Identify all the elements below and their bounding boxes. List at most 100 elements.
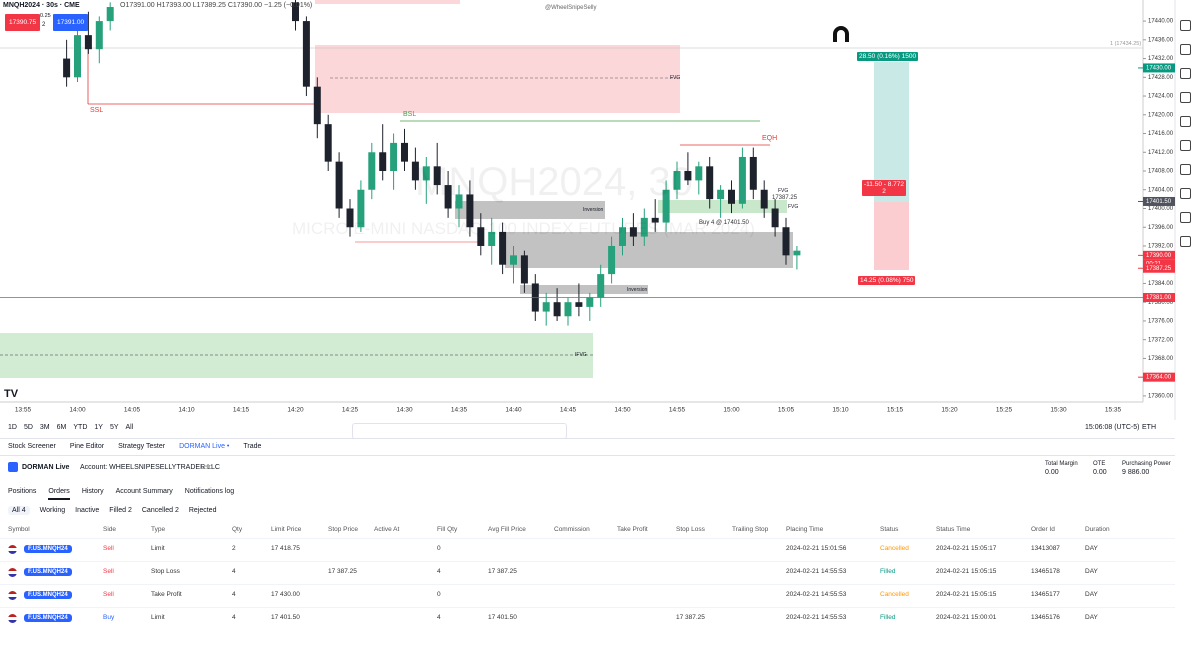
candle-body <box>324 124 332 162</box>
price-badge <box>1143 293 1175 303</box>
cell-stop-loss: 17 387.25 <box>676 614 705 621</box>
sub-tab[interactable]: Orders <box>48 488 70 500</box>
x-tick-label: 14:45 <box>560 407 577 414</box>
range-button[interactable]: 1D <box>8 424 17 431</box>
panel-tab[interactable]: Trade <box>243 443 262 450</box>
buy-button[interactable]: 17391.00 <box>53 14 89 31</box>
y-tick-label: 17400.00 <box>1148 206 1174 212</box>
x-tick-label: 15:35 <box>1105 407 1122 414</box>
account[interactable]: Account: WHEELSNIPESELLYTRADER LLC <box>80 464 220 471</box>
zone <box>658 200 787 213</box>
candle-body <box>84 35 92 50</box>
column-header[interactable]: Stop Loss <box>676 526 705 533</box>
sub-tab[interactable]: History <box>81 488 104 495</box>
drawing-toolbar[interactable] <box>352 423 567 439</box>
range-button[interactable]: YTD <box>73 424 88 431</box>
filter[interactable]: Rejected <box>188 507 217 514</box>
y-tick-label: 17408.00 <box>1148 169 1174 175</box>
candle-body <box>357 189 365 228</box>
flag <box>8 568 17 577</box>
zone <box>505 232 793 268</box>
price-badge <box>1143 63 1175 73</box>
column-header[interactable]: Symbol <box>8 526 30 533</box>
price-badge <box>1143 196 1175 206</box>
cell-duration: DAY <box>1085 545 1098 552</box>
candle-body <box>728 189 735 204</box>
y-tick-label: 17380.00 <box>1148 300 1174 306</box>
icon[interactable] <box>1180 236 1191 247</box>
range-button[interactable]: 3M <box>39 424 50 431</box>
range-button[interactable]: 5Y <box>109 424 119 431</box>
column-header[interactable]: Avg Fill Price <box>488 526 526 533</box>
column-header[interactable]: Duration <box>1085 526 1110 533</box>
column-header[interactable]: Fill Qty <box>437 526 458 533</box>
column-header[interactable]: Limit Price <box>271 526 302 533</box>
cell-status-time: 2024-02-21 15:05:15 <box>936 568 997 575</box>
column-header[interactable]: Status <box>880 526 899 533</box>
cell-symbol: F.US.MNQH24 <box>24 591 72 599</box>
right-toolbar <box>1180 20 1191 247</box>
cell-placing-time: 2024-02-21 15:01:56 <box>786 545 847 552</box>
icon[interactable] <box>1180 164 1191 175</box>
icon[interactable] <box>1180 20 1191 31</box>
price-badge-label: 17381.00 <box>1146 295 1172 301</box>
risk-text: 2 <box>882 188 886 195</box>
column-header[interactable]: Order Id <box>1031 526 1055 533</box>
icon[interactable] <box>1180 212 1191 223</box>
range-button[interactable]: 1Y <box>94 424 103 431</box>
zone <box>520 285 648 294</box>
column-header[interactable]: Trailing Stop <box>732 526 769 533</box>
column-header[interactable]: Status Time <box>936 526 971 533</box>
x-tick-label: 14:00 <box>69 407 86 414</box>
candle-body <box>706 166 714 200</box>
candle-body <box>455 194 463 209</box>
filter[interactable]: Inactive <box>75 507 100 514</box>
icon[interactable] <box>1180 116 1191 127</box>
column-header[interactable]: Qty <box>232 526 243 533</box>
symbol[interactable]: MNQH2024 · 30s · CME <box>3 2 80 9</box>
column-header[interactable]: Active At <box>374 526 400 533</box>
filter[interactable]: Cancelled 2 <box>141 507 179 514</box>
sub-tab[interactable]: Notifications log <box>184 488 235 495</box>
cell-type: Stop Loss <box>151 568 180 575</box>
range-button[interactable]: 6M <box>56 424 67 431</box>
panel-tab[interactable]: Pine Editor <box>69 443 105 450</box>
zone <box>0 333 593 378</box>
sell-button[interactable]: 17390.75 <box>5 14 41 31</box>
session[interactable]: ETH <box>1142 424 1156 431</box>
panel-tab[interactable]: Strategy Tester <box>118 443 166 450</box>
cell-duration: DAY <box>1085 591 1098 598</box>
column-header[interactable]: Stop Price <box>328 526 358 533</box>
range-button[interactable]: All <box>125 424 134 431</box>
candle-body <box>63 58 71 78</box>
icon[interactable] <box>1180 92 1191 103</box>
filter[interactable]: Filled 2 <box>109 507 132 514</box>
range-button[interactable]: 5D <box>23 424 33 431</box>
panel-tab[interactable]: Stock Screener <box>8 443 56 450</box>
watermark: @WheelSnipeSelly <box>545 5 597 11</box>
buy-label: Buy 4 @ 17401.50 <box>699 220 749 226</box>
logo <box>833 26 849 42</box>
icon[interactable] <box>1180 188 1191 199</box>
icon[interactable] <box>1180 68 1191 79</box>
column-header[interactable]: Placing Time <box>786 526 824 533</box>
filter[interactable]: Working <box>39 507 66 514</box>
x-tick-label: 14:05 <box>124 407 141 414</box>
filter[interactable]: All 4 <box>8 506 30 515</box>
panel-tab[interactable]: DORMAN Live • <box>179 443 230 450</box>
candle-body <box>313 86 321 125</box>
sub-tab[interactable]: Positions <box>8 488 37 495</box>
sub-tab[interactable]: Account Summary <box>115 488 173 495</box>
fvg: FVG <box>788 204 799 210</box>
x-tick-label: 14:15 <box>233 407 250 414</box>
icon[interactable] <box>1180 44 1191 55</box>
column-header[interactable]: Take Profit <box>617 526 648 533</box>
margin-label: Total Margin <box>1045 461 1078 467</box>
candle-body <box>74 35 81 78</box>
column-header[interactable]: Type <box>151 526 166 533</box>
icon[interactable] <box>1180 140 1191 151</box>
column-header[interactable]: Commission <box>554 526 590 533</box>
inversion: Inversion <box>627 287 648 293</box>
candle-body <box>608 245 616 275</box>
column-header[interactable]: Side <box>103 526 117 533</box>
